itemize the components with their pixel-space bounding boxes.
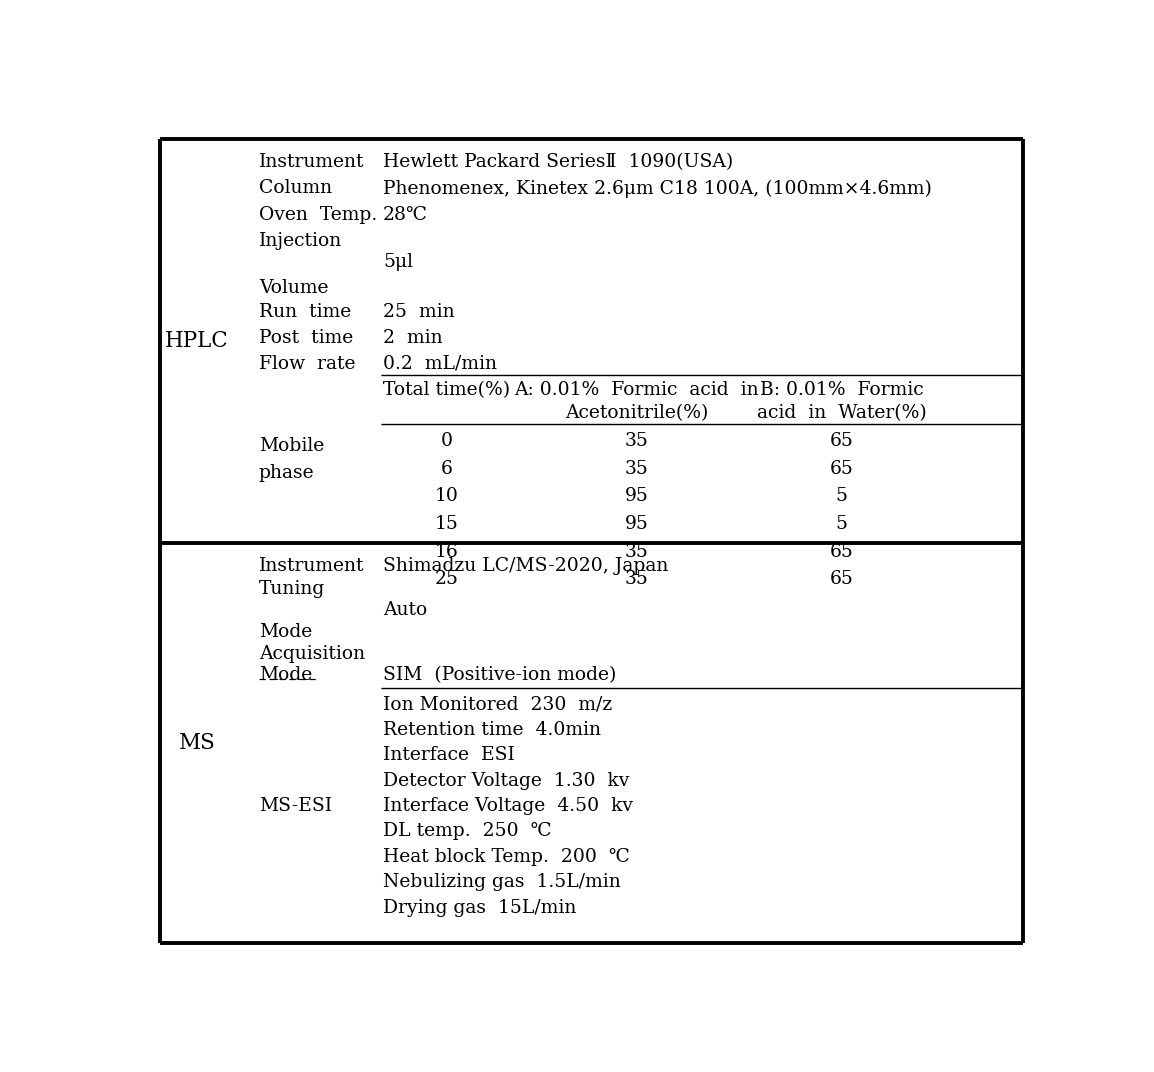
- Text: Acetonitrile(%): Acetonitrile(%): [564, 404, 709, 422]
- Text: A: 0.01%  Formic  acid  in: A: 0.01% Formic acid in: [514, 381, 758, 399]
- Text: Tuning: Tuning: [258, 580, 325, 598]
- Text: 35: 35: [624, 460, 649, 478]
- Text: Hewlett Packard SeriesⅡ  1090(USA): Hewlett Packard SeriesⅡ 1090(USA): [383, 153, 733, 172]
- Text: Nebulizing gas  1.5L/min: Nebulizing gas 1.5L/min: [383, 874, 621, 891]
- Text: HPLC: HPLC: [165, 330, 228, 353]
- Text: Mode: Mode: [258, 623, 313, 641]
- Text: B: 0.01%  Formic: B: 0.01% Formic: [760, 381, 923, 399]
- Text: Phenomenex, Kinetex 2.6μm C18 100A, (100mm×4.6mm): Phenomenex, Kinetex 2.6μm C18 100A, (100…: [383, 179, 931, 197]
- Text: 95: 95: [624, 515, 649, 533]
- Text: 5μl: 5μl: [383, 253, 413, 271]
- Text: Run  time: Run time: [258, 302, 351, 321]
- Text: Instrument: Instrument: [258, 556, 365, 575]
- Text: Shimadzu LC/MS-2020, Japan: Shimadzu LC/MS-2020, Japan: [383, 556, 668, 575]
- Text: Column: Column: [258, 179, 332, 197]
- Text: Mobile: Mobile: [258, 436, 324, 455]
- Text: 65: 65: [830, 542, 854, 561]
- Text: 10: 10: [435, 488, 458, 505]
- Text: 16: 16: [435, 542, 458, 561]
- Text: Total time(%): Total time(%): [383, 381, 510, 399]
- Text: Interface  ESI: Interface ESI: [383, 746, 515, 764]
- Text: DL temp.  250  ℃: DL temp. 250 ℃: [383, 822, 552, 840]
- Text: SIM  (Positive-ion mode): SIM (Positive-ion mode): [383, 666, 616, 684]
- Text: MS-ESI: MS-ESI: [258, 796, 332, 815]
- Text: 25: 25: [435, 570, 458, 589]
- Text: 5: 5: [835, 488, 848, 505]
- Text: 5: 5: [835, 515, 848, 533]
- Text: Mode: Mode: [258, 666, 313, 684]
- Text: Ion Monitored  230  m/z: Ion Monitored 230 m/z: [383, 696, 613, 713]
- Text: Heat block Temp.  200  ℃: Heat block Temp. 200 ℃: [383, 848, 630, 866]
- Text: Post  time: Post time: [258, 329, 353, 346]
- Text: Auto: Auto: [383, 601, 427, 620]
- Text: Instrument: Instrument: [258, 153, 365, 172]
- Text: 35: 35: [624, 570, 649, 589]
- Text: acid  in  Water(%): acid in Water(%): [757, 404, 927, 422]
- Text: Drying gas  15L/min: Drying gas 15L/min: [383, 898, 576, 917]
- Text: 65: 65: [830, 460, 854, 478]
- Text: 35: 35: [624, 432, 649, 450]
- Text: 6: 6: [441, 460, 452, 478]
- Text: 35: 35: [624, 542, 649, 561]
- Text: 2  min: 2 min: [383, 329, 443, 346]
- Text: 28℃: 28℃: [383, 206, 428, 224]
- Text: 65: 65: [830, 570, 854, 589]
- Text: 95: 95: [624, 488, 649, 505]
- Text: Injection: Injection: [258, 232, 343, 250]
- Text: Detector Voltage  1.30  kv: Detector Voltage 1.30 kv: [383, 772, 629, 790]
- Text: Retention time  4.0min: Retention time 4.0min: [383, 720, 601, 739]
- Text: Acquisition: Acquisition: [258, 644, 365, 662]
- Text: 15: 15: [435, 515, 458, 533]
- Text: 0.2  mL/min: 0.2 mL/min: [383, 355, 497, 373]
- Text: Flow  rate: Flow rate: [258, 355, 355, 373]
- Text: phase: phase: [258, 464, 315, 482]
- Text: 0: 0: [441, 432, 452, 450]
- Text: MS: MS: [179, 732, 216, 754]
- Text: Interface Voltage  4.50  kv: Interface Voltage 4.50 kv: [383, 796, 632, 815]
- Text: Volume: Volume: [258, 279, 329, 297]
- Text: 25  min: 25 min: [383, 302, 455, 321]
- Text: Oven  Temp.: Oven Temp.: [258, 206, 377, 224]
- Text: 65: 65: [830, 432, 854, 450]
